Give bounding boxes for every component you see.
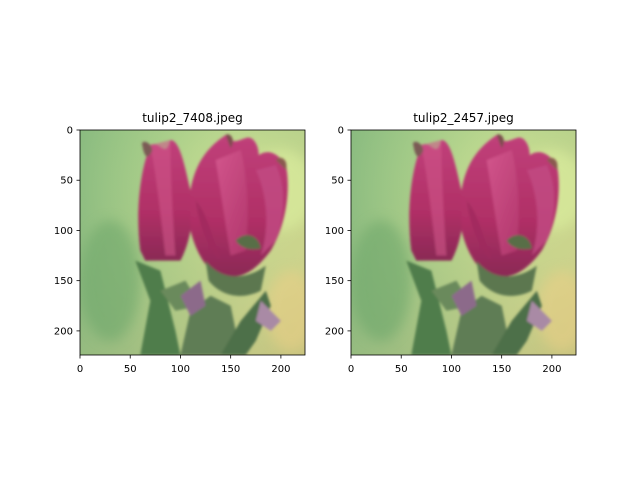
- x-tick-label: 0: [77, 364, 83, 375]
- y-tick-label: 100: [54, 226, 73, 237]
- x-tick-label: 200: [542, 364, 561, 375]
- y-tick-label: 0: [67, 126, 73, 137]
- subplot-title: tulip2_7408.jpeg: [142, 111, 243, 125]
- x-tick-label: 150: [492, 364, 511, 375]
- y-tick-label: 150: [54, 276, 73, 287]
- x-tick-label: 50: [395, 364, 408, 375]
- subplot-title: tulip2_2457.jpeg: [413, 111, 514, 125]
- image-tulip-left: [80, 130, 316, 355]
- x-tick-label: 100: [442, 364, 461, 375]
- x-tick-label: 150: [221, 364, 240, 375]
- y-tick-label: 50: [60, 176, 73, 187]
- subplot-left: tulip2_7408.jpeg 0 50 100 150 200 0 50 100 150 20…: [54, 111, 316, 376]
- y-tick-label: 200: [325, 326, 344, 337]
- x-tick-label: 0: [348, 364, 354, 375]
- y-tick-label: 150: [325, 276, 344, 287]
- subplot-right: tulip2_2457.jpeg 0 50 100 150 200 0 50 100 150 20…: [325, 111, 587, 376]
- axis-ticks: 0 50 100 150 200 0 50 100 150 200: [54, 126, 291, 376]
- y-tick-label: 0: [338, 126, 344, 137]
- axes-frame: [350, 129, 577, 356]
- image-tulip-right: [351, 130, 587, 355]
- y-tick-label: 50: [331, 176, 344, 187]
- x-tick-label: 200: [271, 364, 290, 375]
- y-tick-label: 100: [325, 226, 344, 237]
- x-tick-label: 50: [124, 364, 137, 375]
- y-tick-label: 200: [54, 326, 73, 337]
- axes-frame: [79, 129, 306, 356]
- axis-ticks: 0 50 100 150 200 0 50 100 150 200: [325, 126, 562, 376]
- x-tick-label: 100: [171, 364, 190, 375]
